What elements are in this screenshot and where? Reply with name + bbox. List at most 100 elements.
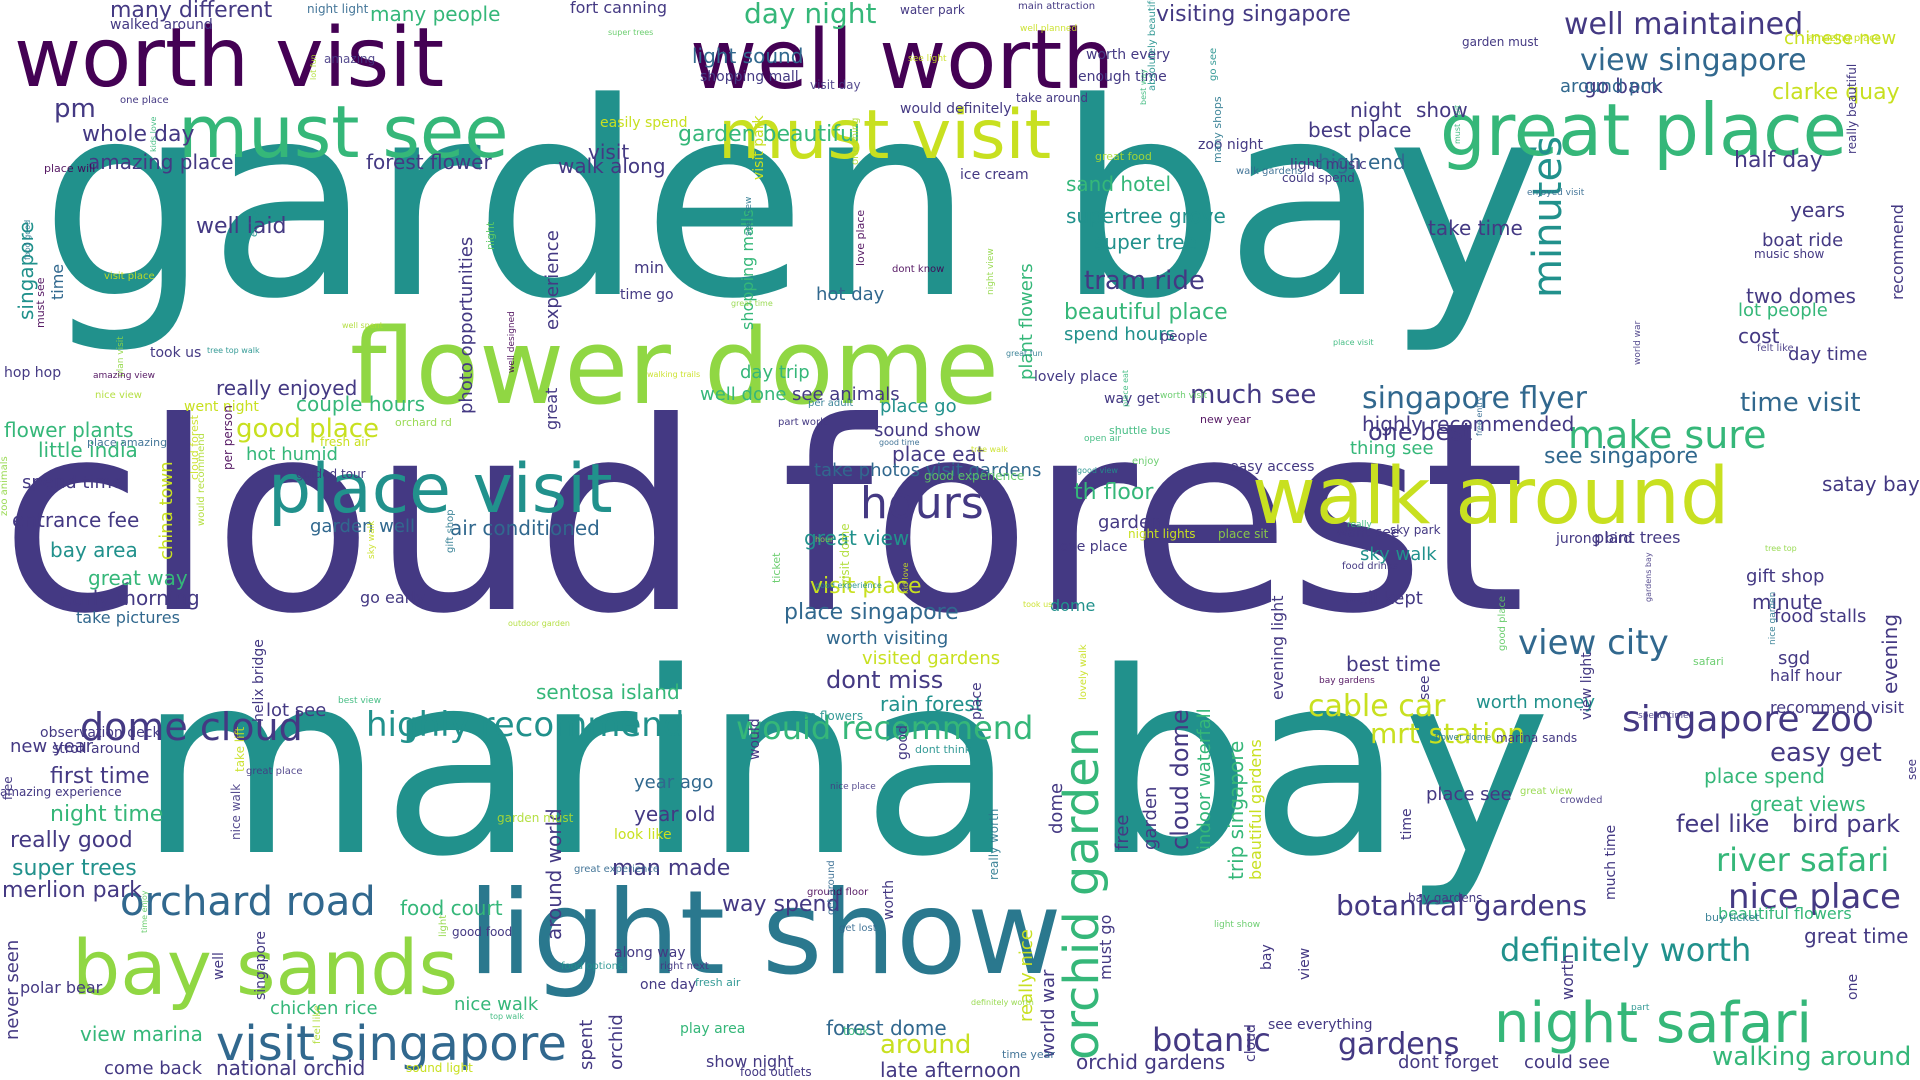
word-show: show [1416, 98, 1468, 122]
small-word: good experience [815, 581, 882, 590]
word-marina-sands: marina sands [1496, 731, 1578, 745]
small-word: per adult [808, 398, 854, 409]
small-word: walk gardens [1236, 166, 1303, 177]
small-word: amazing view [93, 371, 156, 381]
small-word: good view [1077, 466, 1118, 475]
small-word: really worth [987, 808, 1001, 880]
word-amazing-place-sm: amazing place [1808, 33, 1881, 44]
word-guided-tour: guided tour [296, 467, 366, 481]
word-look-like: look like [614, 827, 672, 843]
word-bay-area: bay area [50, 538, 138, 562]
word-year-old: year old [634, 802, 716, 826]
word-sentosa-island: sentosa island [536, 680, 680, 704]
word-night: night [1350, 98, 1402, 122]
word-sgd: sgd [1778, 648, 1811, 669]
word-great-way: great way [88, 566, 188, 590]
word-flower-dome: flower dome [350, 306, 999, 428]
word-super-trees: super trees [12, 856, 137, 881]
word-well-maintained: well maintained [1564, 7, 1804, 42]
word-garden: garden [1098, 512, 1162, 533]
small-word: place sit [1218, 527, 1269, 541]
word-really-good: really good [10, 828, 133, 853]
word-view-city: view city [1518, 623, 1669, 663]
word-walking-around: walking around [1712, 1042, 1912, 1072]
word-spend-hours: spend hours [1064, 324, 1176, 345]
small-word: took [843, 1024, 870, 1038]
word-hours: hours [860, 478, 984, 529]
small-word: time year [1002, 1048, 1055, 1061]
small-word: nice place [830, 782, 876, 792]
small-word: nice view [95, 390, 142, 401]
small-word: time enjoy [140, 890, 149, 933]
word-night-safari: night safari [1494, 991, 1812, 1056]
word-hot-day: hot day [816, 284, 885, 305]
word-come-back: come back [104, 1058, 203, 1079]
word-merlion-park: merlion park [2, 878, 142, 903]
small-word: hour [815, 535, 834, 544]
word-beautiful-flowers: beautiful flowers [1718, 904, 1852, 923]
small-word: light [438, 914, 449, 937]
small-word: absolutely beautiful [1147, 0, 1158, 91]
word-year-ago: year ago [634, 772, 714, 793]
small-word: world war [1633, 320, 1643, 365]
word-singapore-flyer: singapore flyer [1362, 381, 1587, 416]
word-easy-access: easy access [1230, 459, 1315, 475]
small-word: place amazing [87, 436, 168, 449]
word-bird-park: bird park [1792, 810, 1900, 838]
word-garden-must: garden must [1462, 35, 1539, 49]
word-early-morning: early morning [60, 586, 200, 610]
word-music-show: music show [1754, 247, 1825, 261]
word-fort-canning: fort canning [570, 0, 667, 17]
word-flower-plants: flower plants [4, 418, 134, 442]
word-go-back: go back [1584, 74, 1663, 98]
word-plant-trees: plant trees [1594, 528, 1681, 547]
small-word: must visit [1453, 104, 1462, 144]
word-want-see: want see [1336, 525, 1400, 541]
small-word: night [484, 221, 497, 250]
small-word: safari [1693, 655, 1724, 668]
small-word: many shops [1211, 96, 1224, 163]
word-best-place: best place [1308, 118, 1412, 142]
word-night-lights: night lights [1128, 527, 1196, 541]
word-play-area: play area [680, 1021, 746, 1037]
word-sky-walk: sky walk [1360, 544, 1437, 565]
word-took-us: took us [150, 345, 202, 361]
word-zoo-night: zoo night [1198, 137, 1263, 153]
word-place-spend: place spend [1704, 764, 1825, 788]
small-word: bay gardens [1319, 676, 1375, 686]
word-gift-shop: gift shop [1746, 566, 1825, 587]
word-one-place: one place [120, 95, 169, 106]
small-word: light show [1214, 920, 1261, 930]
small-word: top walk [490, 1012, 524, 1021]
word-great-place: great place [1440, 88, 1847, 172]
small-word: best way [1139, 68, 1148, 105]
word-would-recommend: would recommend [736, 709, 1034, 747]
small-word: walking trails [647, 370, 701, 379]
small-word: food good [23, 219, 32, 260]
small-word: food options [561, 961, 624, 972]
small-word: ticket [770, 552, 783, 583]
word-th-floor: th floor [1074, 480, 1154, 505]
word-good-place: good place [236, 414, 380, 444]
word-ice-cream: ice cream [960, 167, 1029, 183]
word-great-time: great time [1804, 924, 1909, 948]
word-cloud-forest: cloud forest [0, 366, 1526, 671]
word-definitely-worth: definitely worth [1500, 931, 1752, 969]
small-word: see flowers [795, 709, 864, 723]
word-satay-bay: satay bay [1822, 472, 1920, 496]
word-botanic: botanic [1152, 1021, 1271, 1059]
small-word: shuttle bus [1109, 424, 1171, 437]
word-worth-every: worth every [1086, 47, 1171, 63]
word-stroll-around: stroll around [52, 741, 141, 757]
small-word: enjoy [1132, 456, 1160, 467]
small-word: lovely walk [1078, 644, 1089, 700]
word-spend-time: spend time [22, 472, 124, 493]
small-word: orchard rd [395, 416, 452, 429]
word-people: people [1160, 329, 1208, 345]
word-around: around [880, 1030, 972, 1060]
word-amazing-place: amazing place [88, 150, 234, 174]
word-take-around: take around [1016, 91, 1088, 105]
word-whole-day: whole day [82, 122, 195, 147]
small-word: go see [1208, 47, 1219, 81]
